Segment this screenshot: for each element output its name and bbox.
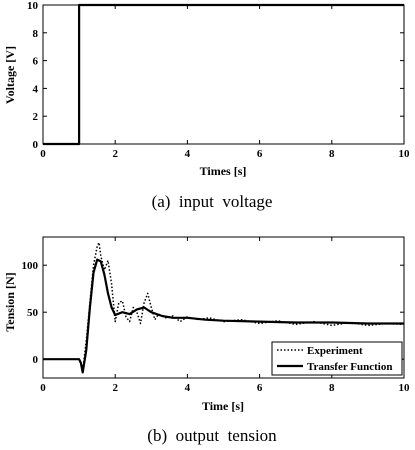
y-tick-label: 4 [33,83,39,95]
x-tick-label: 0 [40,382,46,394]
legend-label-experiment: Experiment [307,345,363,357]
x-tick-label: 6 [257,382,263,394]
y-tick-label: 2 [33,111,39,123]
y-tick-label: 0 [33,139,39,151]
plot-frame-tension [42,236,405,379]
series-line-tension-experiment [43,241,405,372]
xlabel-voltage: Times [s] [200,164,247,178]
x-tick-label: 10 [399,148,411,160]
lines-tension [43,241,405,374]
legend-box [271,341,403,376]
chart-voltage: 0 2 4 6 8 10 0 2 4 6 8 10 Voltage [V] Times [s] (a)… [3,0,410,211]
x-tick-label: 4 [185,148,191,160]
x-tick-label: 4 [185,382,191,394]
x-tick-label: 0 [40,148,46,160]
y-tick-label: 50 [27,307,39,319]
ticks-voltage: 0 2 4 6 8 10 0 2 4 6 8 10 [27,0,410,160]
x-tick-label: 2 [112,148,118,160]
series-line-voltage-main [43,3,404,146]
x-tick-label: 10 [399,382,411,394]
x-tick-label: 8 [329,148,335,160]
y-tick-label: 0 [33,354,39,366]
x-tick-label: 8 [329,382,335,394]
ylabel-tension: Tension [N] [3,272,17,331]
plot-frame-voltage [42,4,405,145]
lines-voltage [43,3,404,146]
x-tick-label: 2 [112,382,118,394]
series-line-tension-transfer-function [43,258,404,374]
caption-voltage: (a) input voltage [152,192,273,211]
caption-tension: (b) output tension [147,426,277,445]
x-tick-label: 6 [257,148,263,160]
y-tick-label: 10 [27,0,39,12]
legend-label-transfer-function: Transfer Function [307,361,392,373]
xlabel-tension: Time [s] [202,399,244,413]
y-tick-label: 6 [33,56,39,68]
ylabel-voltage: Voltage [V] [3,46,17,104]
legend: Experiment Transfer Function [271,341,403,376]
y-tick-label: 8 [33,28,39,40]
y-tick-label: 100 [22,260,39,272]
